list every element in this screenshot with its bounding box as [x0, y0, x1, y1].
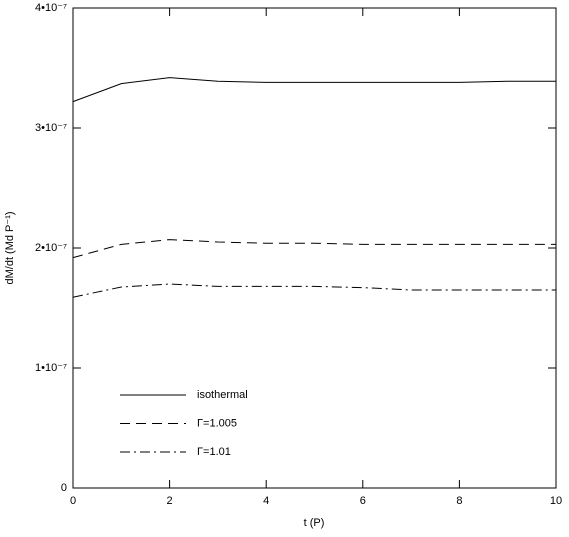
x-tick-label: 4 [263, 495, 269, 507]
y-tick-label: 4•10⁻⁷ [35, 2, 67, 14]
series-line [72, 283, 556, 298]
y-tick-label: 2•10⁻⁷ [35, 242, 67, 254]
x-tick-label: 10 [550, 495, 562, 507]
x-tick-label: 2 [167, 495, 173, 507]
y-tick-label: 3•10⁻⁷ [35, 122, 67, 134]
legend-label: Γ=1.005 [197, 417, 237, 429]
x-tick-label: 6 [360, 495, 366, 507]
y-tick-label: 1•10⁻⁷ [35, 362, 67, 374]
x-axis-label: t (P) [304, 517, 325, 529]
y-axis-label: dM/dt (Md P⁻¹) [4, 211, 16, 284]
x-tick-label: 8 [456, 495, 462, 507]
y-tick-label: 0 [61, 482, 67, 494]
legend-label: isothermal [197, 389, 248, 401]
x-tick-label: 0 [70, 495, 76, 507]
series-line [72, 239, 556, 259]
series-line [72, 77, 556, 103]
legend-label: Γ=1.01 [197, 446, 231, 458]
plot-frame [72, 7, 557, 489]
